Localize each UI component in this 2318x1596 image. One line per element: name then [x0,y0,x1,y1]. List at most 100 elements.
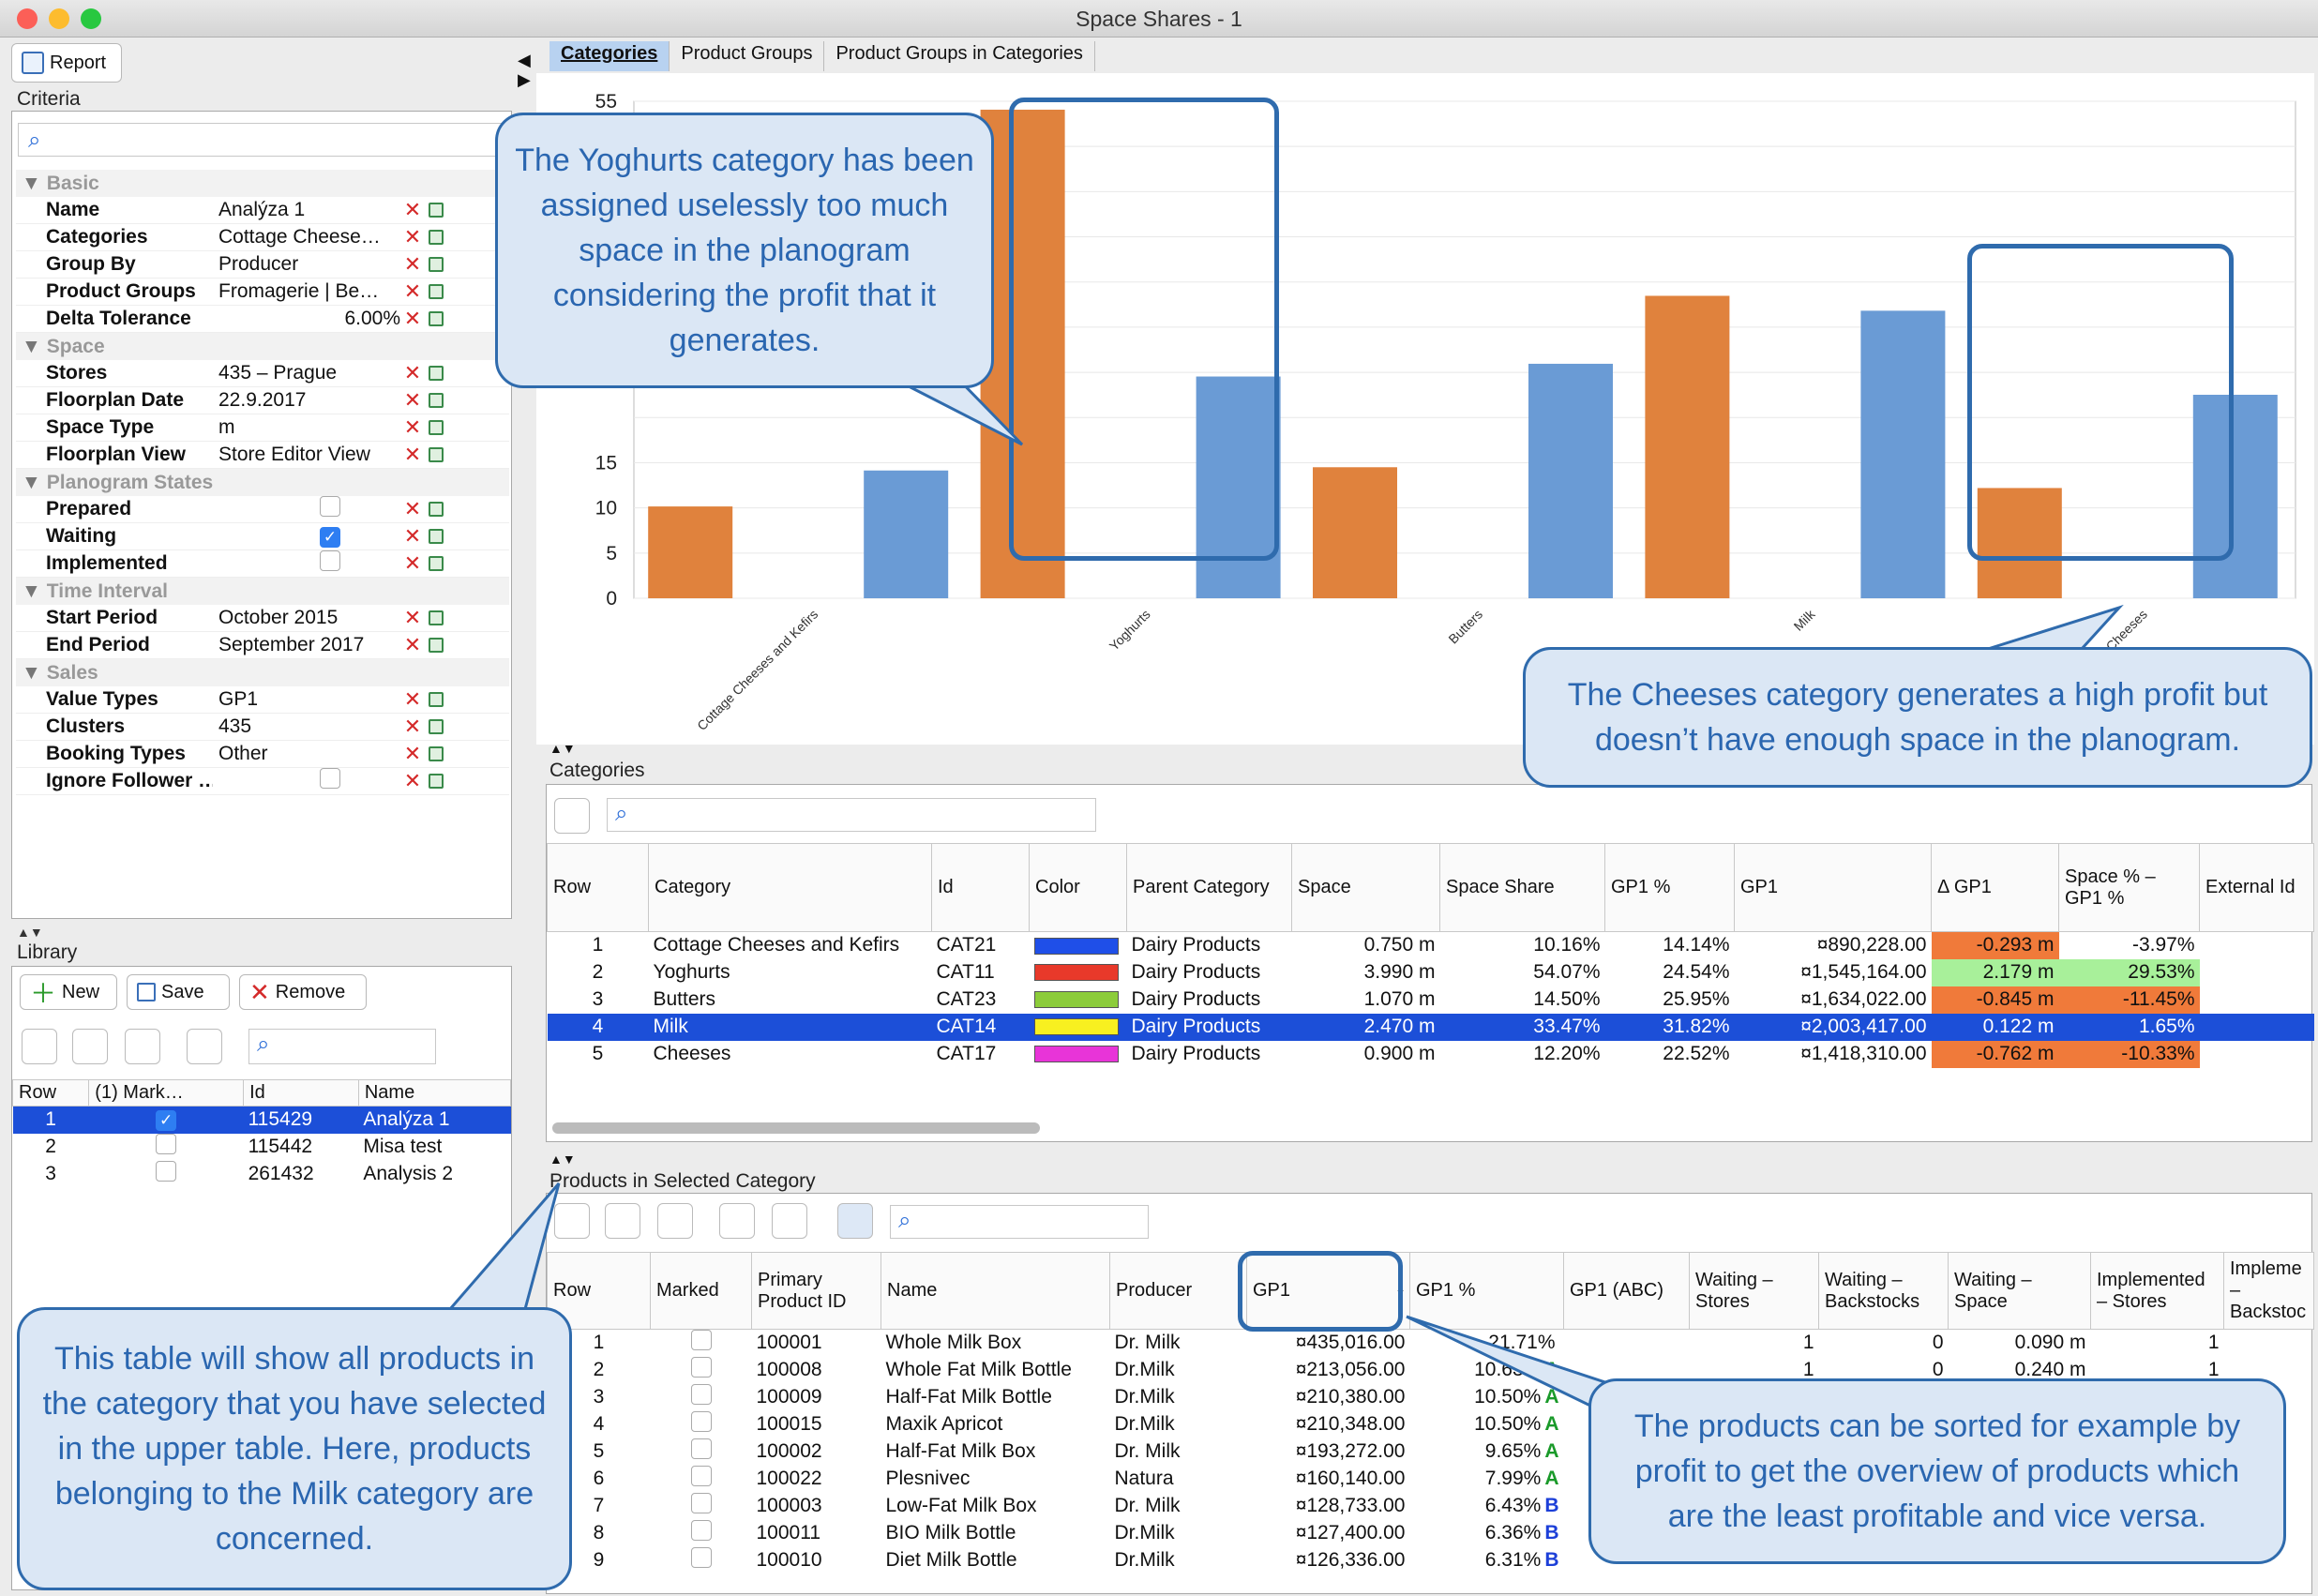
clear-icon[interactable]: ✕ [403,279,422,303]
clear-icon[interactable]: ✕ [403,388,422,412]
library-column-header[interactable]: Row [11,1079,90,1107]
marked-cell[interactable] [651,1411,752,1438]
checkbox[interactable] [320,768,340,789]
table-row[interactable]: 3 100009 Half-Fat Milk Bottle Dr.Milk ¤210,3… [548,1384,2314,1411]
bar-space-cheeses[interactable] [1977,488,2062,598]
categories-column-header[interactable]: Space Share [1439,843,1605,932]
copy-icon[interactable] [605,1203,640,1239]
criteria-section-header[interactable]: ▼ Sales [16,659,509,686]
products-column-header[interactable]: Impleme – Backstoc [2223,1252,2314,1330]
clear-icon[interactable]: ✕ [403,497,422,520]
bar-gp1-butters[interactable] [1528,363,1613,598]
copy-value-icon[interactable] [429,610,444,625]
criteria-property-row[interactable]: Group By Producer ✕ [16,251,509,279]
close-window-button[interactable] [17,8,38,29]
copy-value-icon[interactable] [429,502,444,517]
checkbox[interactable] [690,1357,712,1378]
criteria-property-value[interactable]: Analýza 1 [218,199,306,220]
marked-cell[interactable] [651,1493,752,1520]
criteria-property-row[interactable]: Space Type m ✕ [16,414,509,442]
report-button[interactable]: Report [11,43,122,83]
checkbox[interactable] [156,1134,177,1154]
list-icon[interactable] [772,1203,807,1239]
bar-space-milk[interactable] [1645,295,1730,598]
checkbox[interactable] [690,1330,712,1351]
splitter-arrows-icon[interactable]: ▲▼ [17,925,43,940]
export-icon[interactable] [837,1203,873,1239]
clear-icon[interactable]: ✕ [403,361,422,384]
table-row[interactable]: 8 100011 BIO Milk Bottle Dr.Milk ¤127,400.00… [548,1520,2314,1547]
categories-column-header[interactable]: Color [1029,843,1127,932]
criteria-property-value[interactable]: 6.00% [344,308,400,329]
bar-gp1-yoghurts[interactable] [1196,376,1281,598]
new-button[interactable]: ＋ New [20,974,117,1010]
categories-column-header[interactable]: Space [1291,843,1440,932]
collapse-left-icon[interactable]: ◀ ▶ [518,51,531,89]
copy-value-icon[interactable] [429,638,444,653]
clear-icon[interactable]: ✕ [403,633,422,656]
products-column-header[interactable]: GP1 % [1409,1252,1564,1330]
clear-icon[interactable]: ✕ [403,742,422,765]
criteria-property-row[interactable]: Booking Types Other ✕ [16,741,509,768]
copy-icon[interactable] [72,1029,108,1064]
copy-value-icon[interactable] [429,284,444,299]
zoom-window-button[interactable] [81,8,101,29]
criteria-property-row[interactable]: Prepared ✕ [16,496,509,523]
table-row[interactable]: 1 100001 Whole Milk Box Dr. Milk ¤435,016.00… [548,1330,2314,1357]
copy-value-icon[interactable] [429,746,444,761]
products-column-header[interactable]: Producer [1109,1252,1247,1330]
copy-value-icon[interactable] [429,230,444,245]
checkbox[interactable]: ✓ [156,1110,177,1132]
tab-product-groups[interactable]: Product Groups [670,41,825,71]
table-row[interactable]: 3 Butters CAT23 Dairy Products 1.070 m 14.50%… [548,986,2314,1014]
criteria-property-value[interactable]: m [218,416,235,438]
marked-cell[interactable] [651,1466,752,1493]
copy-value-icon[interactable] [429,311,444,326]
criteria-property-row[interactable]: End Period September 2017 ✕ [16,632,509,659]
library-search-input[interactable]: ⌕ [248,1029,436,1064]
table-row[interactable]: 6 100022 Plesnivec Natura ¤160,140.00 7.99% A [548,1466,2314,1493]
products-column-header[interactable]: Waiting – Stores [1689,1252,1819,1330]
categories-column-header[interactable]: Parent Category [1126,843,1292,932]
marked-cell[interactable] [651,1330,752,1357]
horizontal-scrollbar[interactable] [552,1122,1040,1134]
clear-icon[interactable]: ✕ [403,606,422,629]
criteria-section-header[interactable]: ▼ Time Interval [16,578,509,605]
marked-cell[interactable] [651,1438,752,1466]
table-row[interactable]: 7 100003 Low-Fat Milk Box Dr. Milk ¤128,733.… [548,1493,2314,1520]
copy-value-icon[interactable] [429,257,444,272]
bar-gp1-milk[interactable] [1860,310,1946,598]
products-column-header[interactable]: GP1 1 [1246,1252,1410,1330]
criteria-section-header[interactable]: ▼ Space [16,333,509,360]
checkbox[interactable] [690,1384,712,1405]
marked-cell[interactable] [651,1357,752,1384]
clear-icon[interactable]: ✕ [403,225,422,248]
copy-value-icon[interactable] [429,393,444,408]
criteria-property-value[interactable]: Producer [218,253,299,275]
products-column-header[interactable]: Implemented – Stores [2090,1252,2224,1330]
splitter-arrows-icon[interactable]: ▲▼ [549,741,576,756]
table-row[interactable]: 9 100010 Diet Milk Bottle Dr.Milk ¤126,336.0… [548,1547,2314,1574]
criteria-property-row[interactable]: Start Period October 2015 ✕ [16,605,509,632]
remove-button[interactable]: ✕ Remove [239,974,367,1010]
tab-categories[interactable]: Categories [549,41,670,71]
categories-column-header[interactable]: Category [648,843,932,932]
categories-column-header[interactable]: Δ GP1 [1931,843,2059,932]
criteria-property-row[interactable]: Delta Tolerance 6.00% ✕ [16,306,509,333]
criteria-property-row[interactable]: Floorplan View Store Editor View ✕ [16,442,509,469]
checkbox[interactable]: ✓ [320,527,340,548]
export-icon[interactable] [554,798,590,834]
categories-column-header[interactable]: External Id [2199,843,2314,932]
library-column-header[interactable]: Id [243,1079,359,1107]
categories-column-header[interactable]: Row [547,843,649,932]
marked-cell[interactable] [651,1520,752,1547]
criteria-property-row[interactable]: Categories Cottage Cheese… ✕ [16,224,509,251]
help-doc-icon[interactable] [657,1203,693,1239]
clear-icon[interactable]: ✕ [403,443,422,466]
products-column-header[interactable]: GP1 (ABC) [1563,1252,1690,1330]
criteria-property-row[interactable]: Implemented ✕ [16,550,509,578]
checkbox[interactable] [690,1493,712,1513]
checkbox[interactable] [690,1466,712,1486]
checkbox[interactable] [690,1438,712,1459]
criteria-property-row[interactable]: Value Types GP1 ✕ [16,686,509,714]
